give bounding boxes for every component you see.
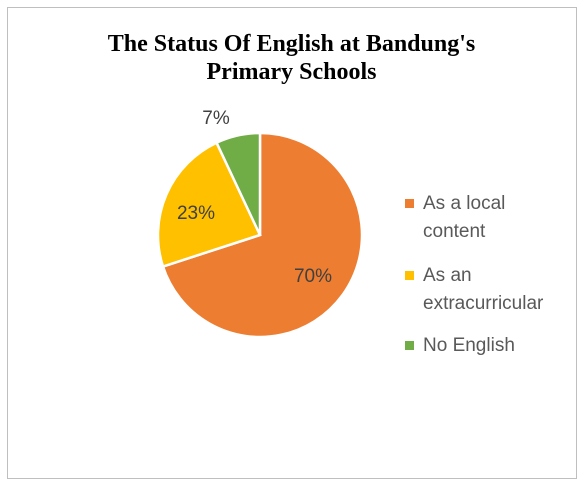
legend: As a local content As an extracurricular… [405,190,583,360]
legend-label-local-content-line-1: As a local [423,193,506,214]
legend-swatch-extracurricular [405,271,414,280]
legend-item-local-content: As a local content [405,190,583,246]
chart-title: The Status Of English at Bandung's Prima… [0,30,583,86]
legend-swatch-no-english [405,341,414,350]
legend-item-no-english: No English [405,332,583,360]
legend-label-extracurricular-line-1: As an [423,265,472,286]
chart-title-line-1: The Status Of English at Bandung's [107,31,476,57]
legend-label-local-content-line-2: content [423,221,486,242]
data-label-no-english: 7% [202,108,230,129]
chart-title-line-2: Primary Schools [206,59,377,85]
pie-slice-local-content [161,131,364,339]
data-label-local-content: 70% [294,266,332,287]
data-label-extracurricular: 23% [177,203,215,224]
legend-swatch-local-content [405,199,414,208]
legend-label-extracurricular-line-2: extracurricular [423,293,544,314]
pie-slice-extracurricular [156,141,262,269]
legend-item-extracurricular: As an extracurricular [405,262,583,318]
pie-slice-no-english [214,131,262,236]
legend-label-no-english: No English [423,335,515,356]
